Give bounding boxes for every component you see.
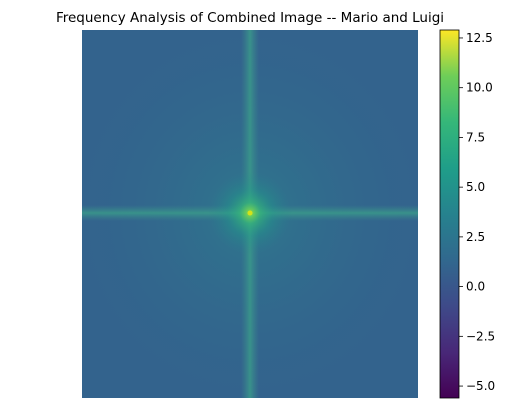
colorbar-tick-label: 7.5 bbox=[466, 130, 485, 144]
colorbar-tick-label: 12.5 bbox=[466, 31, 493, 45]
heatmap bbox=[82, 30, 418, 398]
colorbar-tick-label: 0.0 bbox=[466, 280, 485, 294]
colorbar: −5.0 −2.5 0.0 2.5 5.0 7.5 10.0 12.5 bbox=[439, 29, 495, 399]
colorbar-tick-label: −5.0 bbox=[466, 379, 495, 393]
colorbar-tick-label: 10.0 bbox=[466, 81, 493, 95]
colorbar-tick-label: 2.5 bbox=[466, 230, 485, 244]
colorbar-gradient bbox=[439, 29, 460, 399]
chart-title: Frequency Analysis of Combined Image -- … bbox=[56, 10, 444, 26]
colorbar-ticks: −5.0 −2.5 0.0 2.5 5.0 7.5 10.0 12.5 bbox=[459, 31, 495, 393]
colorbar-tick-label: −2.5 bbox=[466, 329, 495, 343]
center-peak bbox=[247, 210, 253, 216]
colorbar-tick-label: 5.0 bbox=[466, 180, 485, 194]
